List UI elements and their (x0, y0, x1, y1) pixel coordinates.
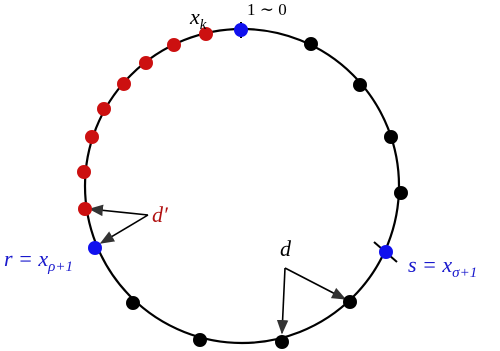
point (85, 130, 99, 144)
point (234, 23, 248, 37)
label-s: s = xσ+1 (408, 252, 477, 281)
label-r: r = xρ+1 (4, 246, 73, 275)
point (353, 78, 367, 92)
points (77, 23, 408, 349)
point (97, 102, 111, 116)
point (77, 165, 91, 179)
point (88, 241, 102, 255)
point (199, 27, 213, 41)
point (193, 333, 207, 347)
point (275, 335, 289, 349)
point (126, 296, 140, 310)
arrows (88, 204, 347, 335)
label-d: d (280, 236, 292, 261)
point (379, 245, 393, 259)
point (139, 56, 153, 70)
label-xk: xk (189, 4, 207, 33)
point (343, 295, 357, 309)
point (167, 38, 181, 52)
point (394, 186, 408, 200)
label-wrap: 1 ∼ 0 (247, 0, 287, 19)
point (117, 77, 131, 91)
point (78, 202, 92, 216)
label-d-prime: d′ (152, 202, 169, 227)
point (384, 130, 398, 144)
point (304, 37, 318, 51)
